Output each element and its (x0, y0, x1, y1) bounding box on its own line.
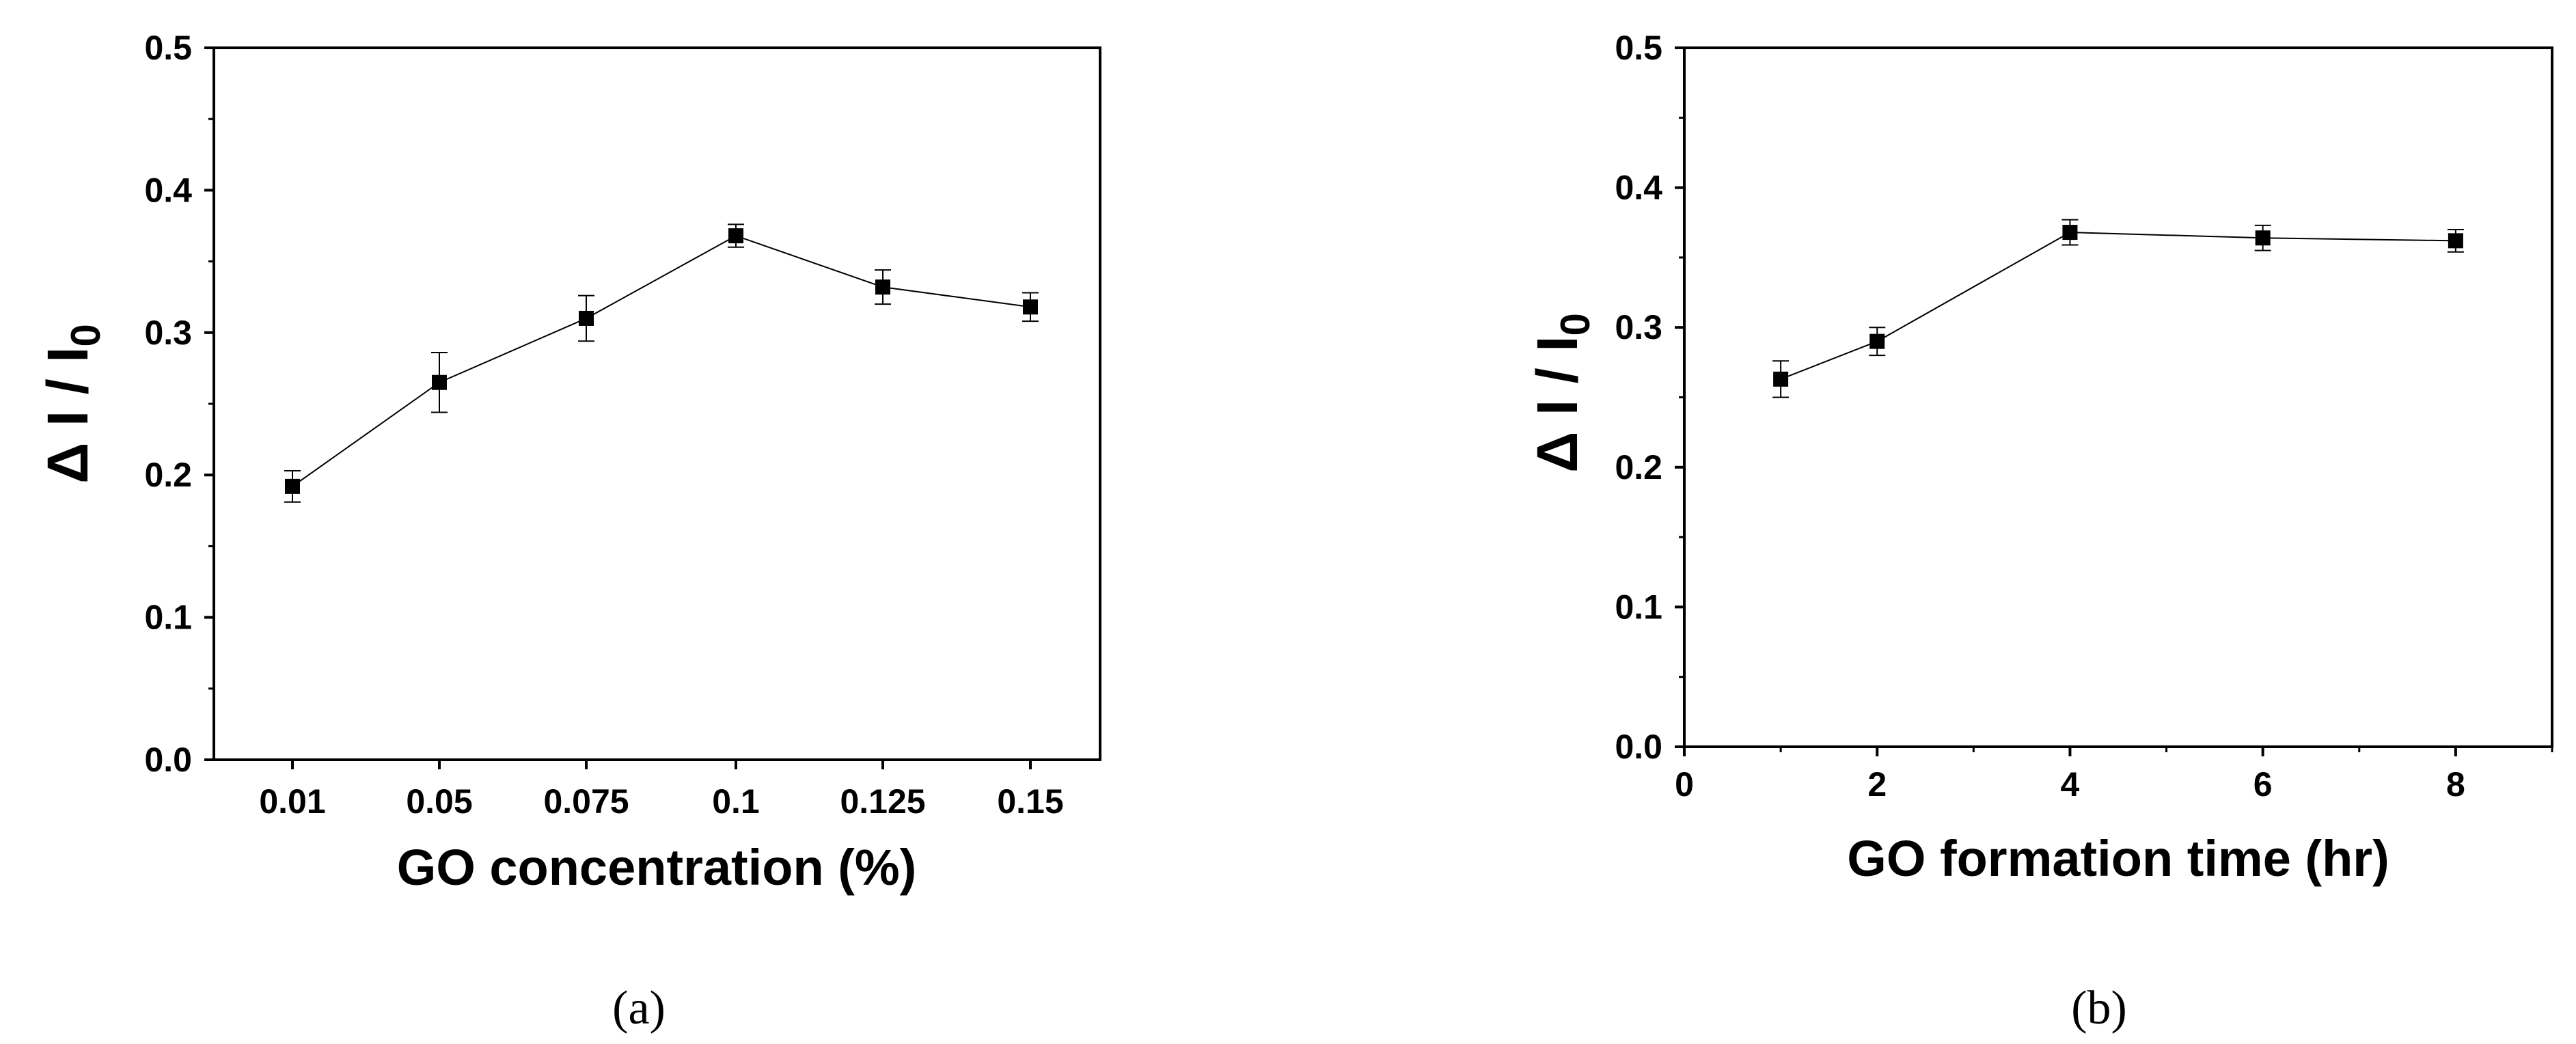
panel-a-y-axis: 0.0 0.1 0.2 0.3 0.4 0.5 (144, 29, 214, 779)
panel-b-xtick-label: 4 (2061, 765, 2080, 803)
panel-a-xtick-label: 0.15 (997, 782, 1063, 821)
panel-a-data-point (1023, 299, 1038, 315)
panel-b-plot-frame (1683, 46, 2553, 748)
panel-a-xtick-label: 0.01 (259, 782, 325, 821)
panel-b-y-axis-title: Δ I / I0 (1525, 313, 1598, 473)
panel-b-y-axis-title-subscript: 0 (1552, 313, 1598, 335)
panel-a-xtick-label: 0.075 (543, 782, 629, 821)
panel-b-data-point (2062, 225, 2078, 241)
panel-a-ytick-label: 0.3 (144, 314, 192, 352)
panel-b-ytick-label: 0.1 (1615, 588, 1662, 626)
panel-b-ytick-label: 0.5 (1615, 29, 1662, 67)
panel-a-data-point (432, 374, 447, 390)
panel-a-x-axis-title: GO concentration (%) (397, 839, 917, 896)
panel-b-y-axis: 0.0 0.1 0.2 0.3 0.4 0.5 (1615, 29, 1684, 766)
panel-a-y-axis-title-main: Δ I / I (36, 346, 100, 483)
panel-b-x-axis-title: GO formation time (hr) (1847, 830, 2389, 887)
panel-a-series (284, 223, 1039, 503)
panel-b-chart: 0.0 0.1 0.2 0.3 0.4 0.5 0 2 4 6 8 GO formation ti… (1525, 29, 2553, 1034)
panel-a-xtick-label: 0.05 (406, 782, 472, 821)
panel-b-x-axis: 0 2 4 6 8 (1675, 747, 2553, 803)
panel-a-data-point (728, 228, 743, 244)
panel-a-label: (a) (612, 982, 666, 1034)
panel-b-xtick-label: 0 (1675, 765, 1694, 803)
panel-a-ytick-label: 0.4 (144, 171, 192, 209)
panel-b-xtick-label: 6 (2253, 765, 2273, 803)
panel-b-ytick-label: 0.2 (1615, 448, 1662, 486)
panel-a-y-axis-title-subscript: 0 (63, 324, 109, 346)
panel-a-chart: 0.0 0.1 0.2 0.3 0.4 0.5 0.01 0.05 0.075 0.1 0.125… (36, 29, 1101, 1034)
panel-b-xtick-label: 8 (2446, 765, 2465, 803)
panel-b-series (1772, 219, 2464, 398)
panel-a-xtick-label: 0.1 (712, 782, 760, 821)
panel-a-ytick-label: 0.0 (144, 741, 192, 779)
panel-b-series-line (1780, 232, 2456, 380)
svg-text:Δ I / I0: Δ I / I0 (36, 324, 109, 484)
panel-b-ytick-label: 0.0 (1615, 728, 1662, 766)
panel-a-data-point (875, 279, 890, 295)
panel-a-ytick-label: 0.1 (144, 599, 192, 637)
svg-text:Δ I / I0: Δ I / I0 (1525, 313, 1598, 473)
panel-b-y-axis-title-main: Δ I / I (1525, 335, 1589, 472)
panel-b-data-point (2255, 230, 2271, 246)
panel-a-x-axis: 0.01 0.05 0.075 0.1 0.125 0.15 (259, 760, 1064, 821)
panel-a-data-point (285, 478, 300, 494)
panel-a-xtick-label: 0.125 (840, 782, 925, 821)
panel-b-label: (b) (2071, 982, 2127, 1034)
panel-a-data-point (579, 310, 594, 326)
panel-b-data-point (1773, 371, 1789, 387)
panel-a-plot-frame (213, 46, 1101, 761)
panel-b-ytick-label: 0.4 (1615, 169, 1662, 207)
panel-b-ytick-label: 0.3 (1615, 308, 1662, 346)
panel-a-y-axis-title: Δ I / I0 (36, 324, 109, 484)
panel-a-series-line (292, 234, 1031, 487)
panel-a-ytick-label: 0.2 (144, 456, 192, 494)
panel-b-data-point (2448, 233, 2463, 249)
panel-a-ytick-label: 0.5 (144, 29, 192, 67)
panel-b-xtick-label: 2 (1867, 765, 1887, 803)
panel-b-data-point (1869, 333, 1885, 349)
